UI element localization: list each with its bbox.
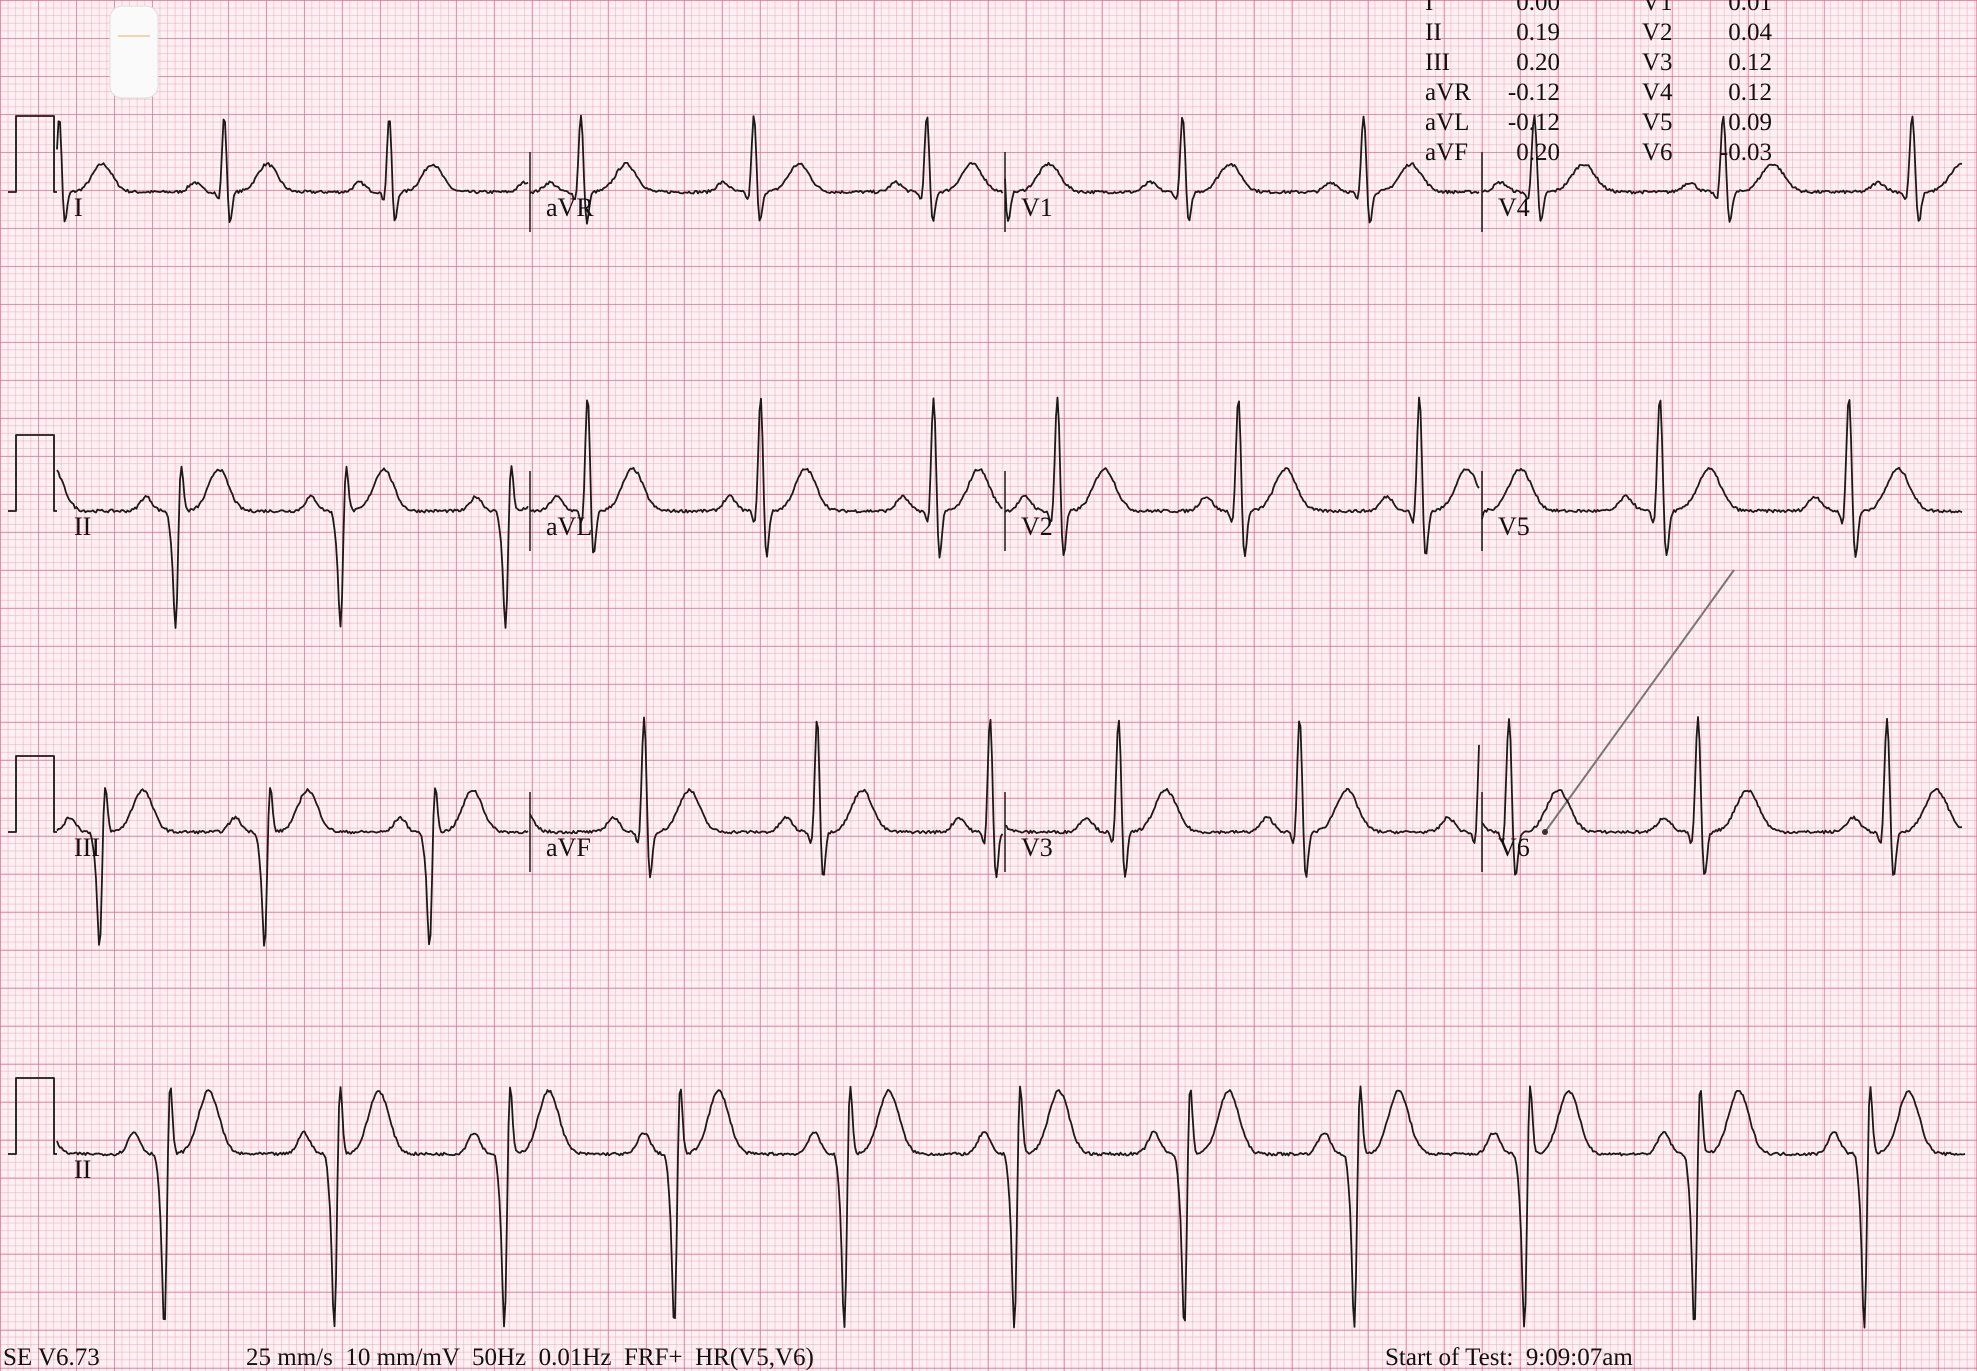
measurement-lead: I xyxy=(1425,0,1433,16)
measurement-lead: aVR xyxy=(1425,79,1471,106)
lead-trace xyxy=(56,787,529,947)
measurement-lead: aVL xyxy=(1425,109,1469,136)
lead-trace xyxy=(1004,396,1480,558)
calibration-pulse xyxy=(8,115,57,193)
measurement-value: 0.00 xyxy=(1516,0,1560,16)
lead-trace xyxy=(1481,716,1963,876)
measurement-value: -0.03 xyxy=(1720,139,1772,166)
measurement-lead: V3 xyxy=(1642,49,1673,76)
measurement-lead: V5 xyxy=(1642,109,1673,136)
measurement-lead: V2 xyxy=(1642,19,1673,46)
lead-trace xyxy=(1004,115,1480,224)
pointer-line xyxy=(1544,569,1735,833)
pointer-dot xyxy=(1542,829,1548,835)
lead-label: I xyxy=(74,193,83,222)
measurement-lead: III xyxy=(1425,49,1450,76)
lead-trace xyxy=(529,397,1003,559)
lead-trace xyxy=(56,118,529,223)
overlay-tab xyxy=(109,5,159,99)
measurement-lead: V4 xyxy=(1642,79,1673,106)
lead-trace xyxy=(1004,719,1480,878)
lead-trace xyxy=(56,465,529,629)
measurement-value: 0.04 xyxy=(1728,19,1772,46)
lead-label: V2 xyxy=(1021,512,1053,541)
lead-label: V5 xyxy=(1498,512,1530,541)
measurement-value: 0.09 xyxy=(1728,109,1772,136)
lead-trace xyxy=(1481,114,1963,223)
lead-label: aVL xyxy=(546,512,592,541)
measurement-value: -0.12 xyxy=(1508,109,1560,136)
lead-label: aVR xyxy=(546,193,594,222)
measurement-value: 0.12 xyxy=(1728,79,1772,106)
measurement-value: 0.20 xyxy=(1516,49,1560,76)
lead-label: V4 xyxy=(1498,193,1530,222)
calibration-pulse xyxy=(8,434,57,512)
measurement-value: -0.12 xyxy=(1508,79,1560,106)
measurement-lead: V6 xyxy=(1642,139,1673,166)
lead-label: V3 xyxy=(1021,833,1053,862)
measurement-value: 0.01 xyxy=(1728,0,1772,16)
lead-trace xyxy=(529,716,1004,879)
lead-trace xyxy=(1481,399,1963,558)
lead-label: II xyxy=(74,1155,91,1184)
recording-settings: 25 mm/s 10 mm/mV 50Hz 0.01Hz FRF+ HR(V5,… xyxy=(246,1344,814,1371)
lead-label: V1 xyxy=(1021,193,1053,222)
lead-label: II xyxy=(74,512,91,541)
rhythm-trace xyxy=(56,1085,1966,1329)
test-start-time: Start of Test: 9:09:07am xyxy=(1385,1344,1633,1371)
measurement-lead: II xyxy=(1425,19,1442,46)
measurement-lead: V1 xyxy=(1642,0,1673,16)
lead-label: aVF xyxy=(546,833,591,862)
measurement-lead: aVF xyxy=(1425,139,1468,166)
measurement-value: 0.12 xyxy=(1728,49,1772,76)
lead-label: V6 xyxy=(1498,833,1530,862)
measurement-value: 0.19 xyxy=(1516,19,1560,46)
lead-label: III xyxy=(74,833,100,862)
device-version: SE V6.73 xyxy=(3,1344,100,1371)
measurement-value: 0.20 xyxy=(1516,139,1560,166)
lead-trace xyxy=(529,114,1004,225)
calibration-pulse xyxy=(8,1077,57,1155)
calibration-pulse xyxy=(8,755,57,833)
